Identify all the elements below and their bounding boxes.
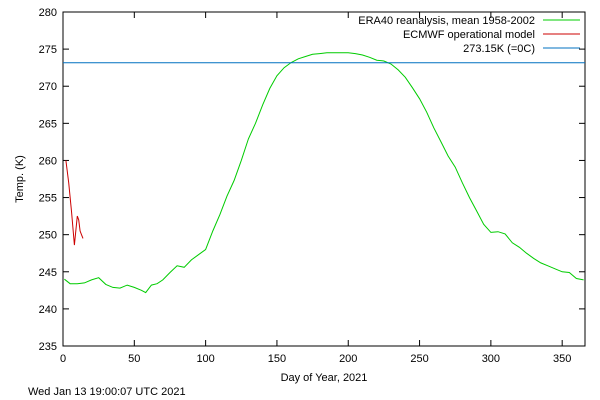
legend-label: ECMWF operational model <box>403 29 535 41</box>
y-tick-label: 235 <box>39 341 57 353</box>
y-tick-label: 260 <box>39 155 57 167</box>
x-tick-label: 200 <box>339 353 357 365</box>
x-axis-label: Day of Year, 2021 <box>281 372 368 384</box>
legend-label: 273.15K (=0C) <box>463 43 535 55</box>
x-tick-label: 100 <box>196 353 214 365</box>
plot-frame <box>62 11 586 347</box>
y-tick-label: 250 <box>39 230 57 242</box>
x-axis-ticks: 0 50 100 150 200 250 300 350 <box>60 12 571 365</box>
y-tick-label: 255 <box>39 193 57 205</box>
series-line-1 <box>65 160 84 246</box>
y-tick-label: 280 <box>39 7 57 19</box>
y-axis-ticks: 235 240 245 250 255 260 265 270 275 280 <box>39 7 585 353</box>
y-tick-label: 275 <box>39 44 57 56</box>
y-tick-label: 240 <box>39 304 57 316</box>
legend-label: ERA40 reanalysis, mean 1958-2002 <box>358 15 535 27</box>
y-axis-label: Temp. (K) <box>14 155 26 203</box>
x-tick-label: 150 <box>268 353 286 365</box>
series-line-0 <box>64 52 584 294</box>
x-tick-label: 350 <box>553 353 571 365</box>
footer-timestamp: Wed Jan 13 19:00:07 UTC 2021 <box>28 386 186 398</box>
legend: ERA40 reanalysis, mean 1958-2002 ECMWF op… <box>358 15 580 55</box>
y-tick-label: 245 <box>39 267 57 279</box>
x-tick-label: 0 <box>60 353 66 365</box>
x-tick-label: 300 <box>482 353 500 365</box>
x-tick-label: 250 <box>410 353 428 365</box>
series-layer <box>63 52 585 294</box>
y-tick-label: 270 <box>39 81 57 93</box>
y-tick-label: 265 <box>39 118 57 130</box>
x-tick-label: 50 <box>128 353 140 365</box>
